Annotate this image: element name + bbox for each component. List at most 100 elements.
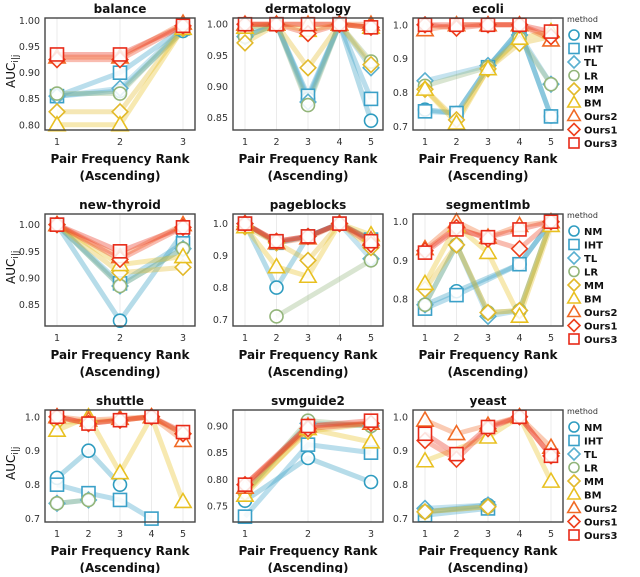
y-tick-label: 1.00 [19,220,40,231]
y-axis-label-main: AUC [4,259,18,284]
x-axis-label-sub: (Ascending) [447,561,528,573]
x-tick-label: 1 [422,333,428,344]
data-point-MM [299,58,317,77]
data-point-Ours3 [49,409,65,425]
data-point-MM [479,303,497,322]
x-axis-label-sub: (Ascending) [79,169,160,183]
x-tick-label: 2 [305,529,311,540]
data-point-BM [361,432,381,449]
y-tick-label: 1.0 [25,412,40,423]
legend-label: NM [584,423,602,434]
y-tick-label: 0.9 [393,256,408,267]
legend-marker-LR [568,69,580,82]
y-tick-label: 0.85 [207,113,228,124]
x-tick-label: 2 [117,137,123,148]
x-tick-label: 3 [305,137,311,148]
y-tick-label: 1.0 [393,217,408,228]
data-point-MM [362,55,380,74]
data-point-BM [415,273,435,291]
y-tick-label: 0.7 [25,514,40,525]
data-point-NM [363,474,379,490]
plot-frame [232,409,384,523]
data-point-IHT [543,109,559,124]
x-tick-label: 5 [548,529,554,540]
panel-new-thyroid: 1 2 3 0.85 0.90 0.95 1.00 new-thyroid Pair Frequ… [4,198,196,379]
series-line-LR [275,258,373,319]
x-tick-label: 3 [117,529,123,540]
data-point-LR [417,297,433,313]
y-tick-label: 0.7 [393,122,408,133]
x-axis-label-sub: (Ascending) [267,365,348,379]
y-tick-label: 0.8 [393,88,408,99]
x-axis-label-sub: (Ascending) [267,169,348,183]
x-axis-label: Pair Frequency Rank [50,348,190,362]
x-axis-label: Pair Frequency Rank [238,348,378,362]
legend-label: TL [584,58,598,69]
panel-shuttle: 1 2 3 4 5 0.7 0.8 0.9 1.0 shuttle Pair Frequency R… [4,394,196,575]
y-tick-label: 0.85 [19,94,40,105]
panel-pageblocks: 1 2 3 4 5 0.7 0.8 0.9 1.0 pageblocks Pair Frequenc… [213,198,384,379]
panel-title: segmentImb [446,198,531,212]
y-tick-label: 0.85 [19,300,40,311]
panel-title: new-thyroid [79,198,161,212]
y-tick-label: 0.9 [25,446,40,457]
data-point-Ours3 [417,17,433,33]
x-tick-label: 1 [242,529,248,540]
x-axis-label: Pair Frequency Rank [418,544,558,558]
data-point-BM [415,79,435,96]
x-tick-label: 5 [368,333,374,344]
y-axis-label-main: AUC [4,455,18,480]
data-point-LR [543,76,559,92]
legend-label: MM [584,85,604,96]
data-point-Ours3 [543,214,559,230]
data-point-Ours3 [449,222,464,237]
y-tick-label: 0.75 [207,502,228,513]
legend-label: Ours1 [584,126,618,137]
legend-label: LR [584,268,598,279]
plot-frame [232,213,384,327]
data-point-Ours3 [512,17,527,33]
x-tick-label: 3 [305,333,311,344]
data-point-MM [236,33,254,52]
panel-title: balance [94,2,147,16]
x-tick-label: 4 [336,333,342,344]
y-tick-label: 0.8 [393,480,408,491]
legend-label: Ours2 [584,112,618,123]
x-tick-label: 1 [422,529,428,540]
y-axis-label: AUCi|j [4,251,21,284]
legend-title: method [567,211,598,220]
y-tick-label: 0.85 [207,448,228,459]
panel-yeast: 1 2 3 4 5 0.7 0.8 0.9 1.0 yeast Pair Frequency Ran… [393,394,564,575]
legend-marker-MM [566,277,582,293]
data-point-BM [478,59,498,76]
legend-marker-IHT [568,238,580,251]
plot-frame [412,213,564,327]
data-point-NM [112,477,128,492]
legend-label: BM [584,295,602,306]
legend-marker-NM [568,225,580,237]
legend-marker-Ours2 [566,500,582,514]
data-point-Ours3 [175,220,191,235]
data-point-Ours3 [112,412,128,428]
y-tick-label: 0.9 [213,251,228,262]
data-point-Ours3 [269,16,284,32]
y-tick-label: 0.95 [19,247,40,258]
legend-marker-Ours1 [566,318,582,333]
legend-marker-MM [566,81,582,97]
y-tick-label: 0.80 [19,120,40,131]
x-tick-label: 2 [117,333,123,344]
data-point-NM [363,113,379,128]
y-axis-label-subscript: i|j [11,447,21,455]
data-point-Ours3 [480,229,496,245]
plot-frame [44,213,196,327]
data-point-IHT [144,511,159,526]
series-line-NM [424,502,489,515]
legend-label: LR [584,72,598,83]
x-tick-label: 1 [422,137,428,148]
data-point-Ours3 [300,418,316,434]
x-tick-label: 4 [336,137,342,148]
series-line-IHT [56,482,153,521]
plot-frame [44,409,196,523]
legend-marker-LR [568,461,580,474]
panel-title: svmguide2 [271,394,345,408]
